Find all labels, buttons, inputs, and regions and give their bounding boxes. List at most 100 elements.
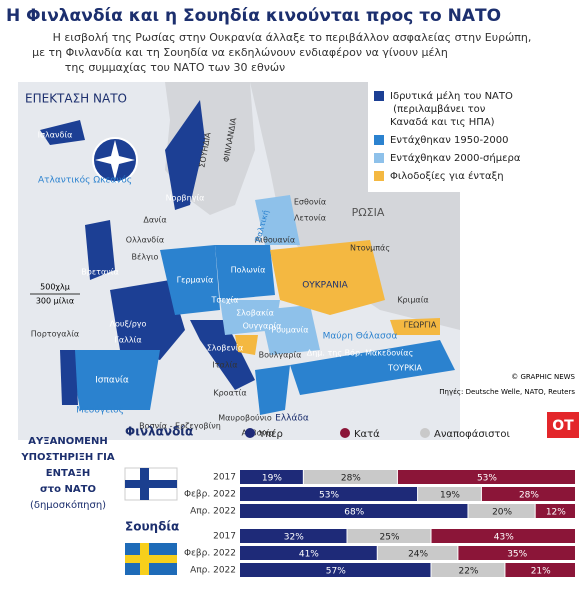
- legend-label: Εντάχθηκαν 1950-2000: [390, 134, 509, 146]
- value-label: 21%: [531, 567, 551, 577]
- france: [110, 280, 185, 360]
- credit: Πηγές: Deutsche Welle, NATO, Reuters: [439, 388, 575, 396]
- bar-segment: [240, 504, 468, 518]
- value-label: 35%: [507, 550, 527, 560]
- legend-swatch: [374, 153, 384, 163]
- greece: [255, 365, 290, 415]
- map-label: Γερμανία: [177, 276, 214, 285]
- turkey: [290, 340, 455, 395]
- value-label: 53%: [319, 491, 339, 501]
- legend-swatch: [374, 135, 384, 145]
- legend-label: Κατά: [354, 428, 380, 440]
- flag-finland: [124, 467, 178, 501]
- logo-box: [547, 412, 579, 438]
- map-label: Αλβανία: [241, 429, 274, 438]
- scale-label: 500χλμ: [40, 283, 70, 292]
- map-label: Κριμαία: [397, 296, 428, 305]
- group-name: Φινλανδία: [125, 425, 193, 439]
- map-label: Τσεχία: [211, 296, 239, 305]
- subtitle: με τη Φινλανδία και τη Σουηδία να εκδηλώ…: [32, 46, 448, 59]
- legend-swatch: [374, 91, 384, 101]
- chart-title: ΥΠΟΣΤΗΡΙΞΗ ΓΙΑ: [20, 452, 114, 463]
- map-label: Δημ. της Βόρ. Μακεδονίας: [307, 348, 414, 358]
- subtitle: Η εισβολή της Ρωσίας στην Ουκρανία άλλαξ…: [53, 31, 532, 44]
- bar-segment: [377, 546, 458, 560]
- map-label: Σλοβενία: [207, 344, 244, 353]
- map-label: Ισπανία: [95, 376, 129, 386]
- bar-segment: [240, 529, 347, 543]
- uk: [85, 220, 115, 280]
- bar-segment: [418, 487, 481, 501]
- legend-marker: [340, 428, 350, 438]
- map-label: Νορβηγία: [166, 194, 205, 203]
- map-label: Ιταλία: [212, 361, 237, 370]
- legend-box: [368, 82, 558, 192]
- subtitle: της συμμαχίας του ΝΑΤΟ των 30 εθνών: [65, 61, 285, 74]
- bar-segment: [240, 546, 377, 560]
- category-label: Απρ. 2022: [190, 507, 236, 517]
- bar-segment: [505, 563, 575, 577]
- bosnia: [235, 335, 258, 355]
- legend-label: Εντάχθηκαν 2000-σήμερα: [390, 152, 521, 164]
- category-label: 2017: [213, 473, 236, 483]
- map-label: Μαυροβούνιο: [218, 413, 272, 423]
- map-label: ΡΩΣΙΑ: [352, 206, 385, 219]
- bar-segment: [240, 470, 303, 484]
- value-label: 57%: [326, 567, 346, 577]
- portugal: [60, 350, 78, 405]
- legend-label: Ιδρυτικά μέλη του ΝΑΤΟ (περιλαμβάνει τον…: [390, 90, 513, 128]
- legend-swatch: [374, 171, 384, 181]
- nato-star: [95, 140, 135, 180]
- bar-segment: [431, 529, 575, 543]
- category-label: Απρ. 2022: [190, 566, 236, 576]
- map-label: ΤΟΥΡΚΙΑ: [387, 364, 423, 373]
- bar-segment: [240, 563, 431, 577]
- credit: © GRAPHIC NEWS: [511, 373, 575, 381]
- value-label: 32%: [284, 533, 304, 543]
- value-label: 20%: [492, 508, 512, 518]
- value-label: 25%: [380, 533, 400, 543]
- bar-segment: [240, 487, 418, 501]
- bar-segment: [481, 487, 575, 501]
- iceland: [40, 120, 85, 145]
- logo: ΟΤ: [552, 418, 574, 434]
- bar-segment: [347, 529, 431, 543]
- value-label: 19%: [440, 491, 460, 501]
- germany: [160, 245, 220, 315]
- map-label: Ατλαντικός Ωκεανός: [38, 175, 132, 186]
- map-label: Μαύρη Θάλασσα: [323, 331, 398, 342]
- bar-segment: [468, 504, 535, 518]
- baltics: [255, 195, 300, 245]
- map-label: Γαλλία: [114, 336, 141, 345]
- value-label: 43%: [494, 533, 514, 543]
- scale-label: 300 μίλια: [36, 297, 74, 306]
- bar-segment: [535, 504, 575, 518]
- map-label: Βουλγαρία: [259, 351, 302, 360]
- value-label: 28%: [341, 474, 361, 484]
- ukraine: [270, 240, 385, 315]
- italy: [190, 320, 255, 390]
- map-label: Μεσόγειος: [76, 405, 124, 416]
- map-label: Βέλγιο: [132, 252, 159, 262]
- map-label: Εσθονία: [294, 198, 326, 207]
- poland: [215, 245, 275, 300]
- norway: [165, 100, 205, 210]
- map-title: ΕΠΕΚΤΑΣΗ ΝΑΤΟ: [25, 92, 127, 106]
- value-label: 28%: [519, 491, 539, 501]
- map-label: Βοσνία - Ερζεγοβίνη: [139, 422, 221, 431]
- bar-segment: [458, 546, 575, 560]
- legend-label: Αναποφάσιστοι: [434, 428, 511, 440]
- map-label: Δανία: [143, 216, 166, 225]
- chart-title: (δημοσκόπηση): [30, 499, 106, 511]
- value-label: 22%: [458, 567, 478, 577]
- georgia: [390, 318, 440, 335]
- chart-title: ΕΝΤΑΞΗ: [46, 468, 90, 479]
- category-label: Φεβρ. 2022: [184, 549, 236, 559]
- value-label: 41%: [299, 550, 319, 560]
- map-label: Ελλάδα: [275, 414, 309, 424]
- map-label: Πολωνία: [231, 266, 266, 275]
- chart-title: ΑΥΞΑΝΟΜΕΝΗ: [28, 436, 107, 447]
- legend-label: Υπέρ: [258, 428, 283, 440]
- legend-marker: [420, 428, 430, 438]
